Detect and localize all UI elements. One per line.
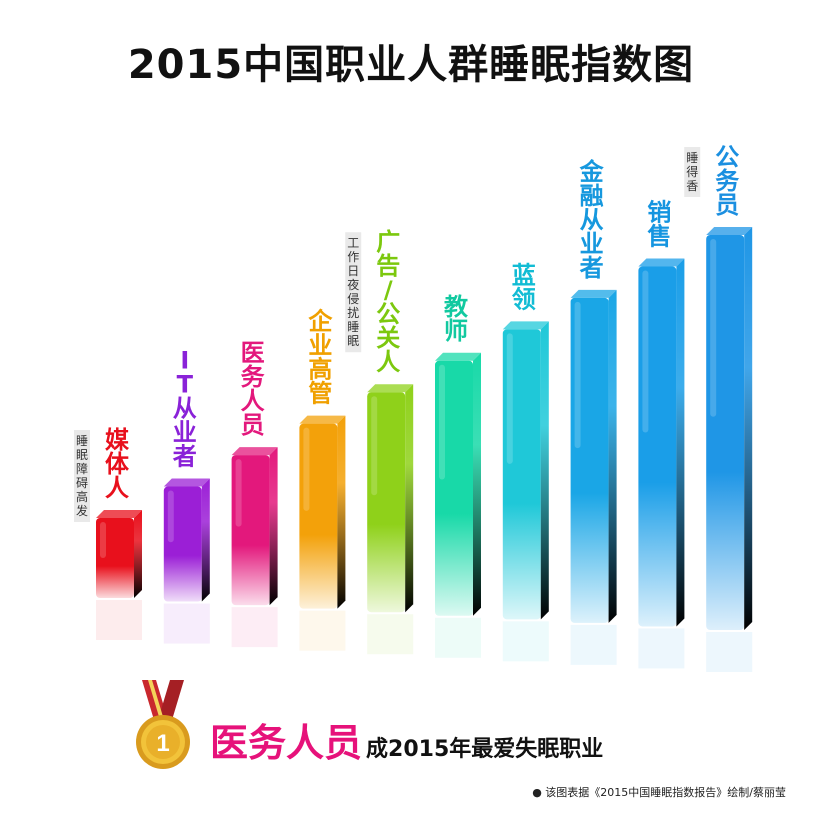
conclusion: 医务人员 成2015年最爱失眠职业 — [210, 712, 603, 772]
category-label-7: 蓝领 — [512, 261, 536, 313]
svg-text:工作日夜侵扰睡眠: 工作日夜侵扰睡眠 — [347, 236, 359, 348]
conclusion-text: 成2015年最爱失眠职业 — [366, 737, 604, 762]
category-label-10: 公务员 — [715, 143, 740, 219]
category-label-6: 教师 — [444, 293, 469, 345]
bar-4 — [299, 415, 346, 651]
conclusion-highlight: 医务人员 — [210, 721, 363, 765]
bar-8 — [570, 289, 617, 665]
bar-2 — [163, 478, 210, 644]
source-note: ● 该图表据《2015中国睡眠指数报告》绘制/蔡丽莹 — [532, 786, 786, 799]
bar-10 — [706, 227, 753, 672]
category-label-4: 企业高管 — [308, 308, 333, 408]
category-label-5: 广告/公关人 — [376, 228, 400, 376]
annotation-note: 工作日夜侵扰睡眠 — [345, 232, 362, 353]
bar-9 — [638, 258, 685, 669]
medal-number: 1 — [156, 730, 169, 757]
bar-5 — [367, 384, 414, 655]
bar-1 — [96, 510, 142, 640]
category-label-2: I T 从业者 — [173, 347, 197, 471]
bar-3 — [231, 447, 278, 648]
category-label-8: 金融从业者 — [579, 158, 605, 282]
bar-6 — [435, 352, 481, 658]
gold-medal-icon: 1 — [128, 680, 198, 780]
chart-title: 2015中国职业人群睡眠指数图 — [127, 42, 695, 88]
category-label-9: 销售 — [647, 198, 671, 250]
category-label-3: 医务人员 — [241, 339, 266, 439]
svg-text:睡眠障碍高发: 睡眠障碍高发 — [76, 434, 88, 518]
annotation-note: 睡眠障碍高发 — [74, 430, 90, 522]
bar-7 — [502, 321, 549, 662]
svg-text:睡得香: 睡得香 — [686, 151, 698, 193]
annotation-note: 睡得香 — [684, 147, 701, 197]
category-label-1: 媒体人 — [105, 426, 130, 502]
